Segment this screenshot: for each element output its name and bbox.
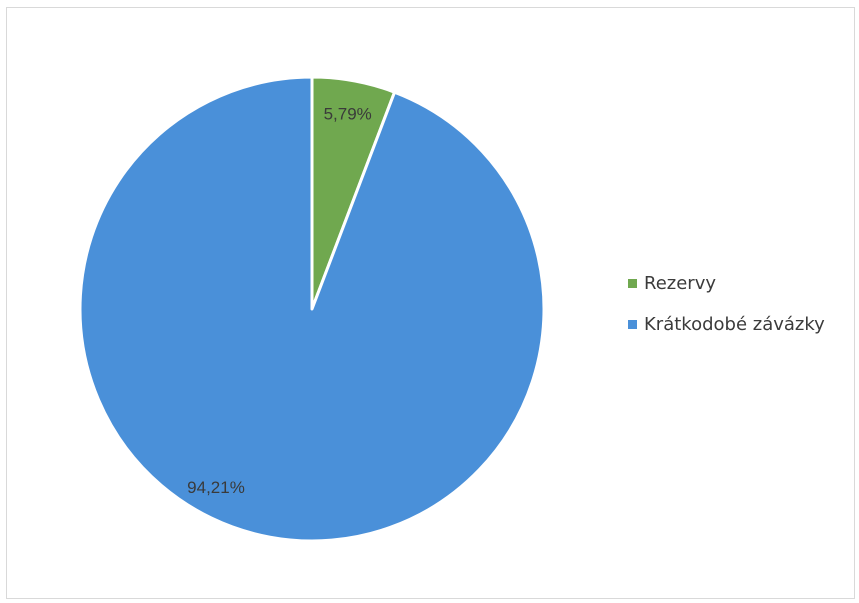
data-label-kratkodobe-zavazky: 94,21% xyxy=(187,478,245,497)
legend-swatch-rezervy xyxy=(628,278,637,288)
legend-label-rezervy: Rezervy xyxy=(644,272,716,294)
data-label-rezervy: 5,79% xyxy=(324,105,372,124)
legend-label-kratkodobe-zavazky: Krátkodobé závázky xyxy=(644,313,825,335)
pie-slice-kratkodobe-zavazky xyxy=(78,75,546,543)
legend-item-rezervy: Rezervy xyxy=(628,270,825,296)
legend: Rezervy Krátkodobé závázky xyxy=(628,270,825,352)
legend-swatch-kratkodobe-zavazky xyxy=(628,319,637,329)
legend-item-kratkodobe-zavazky: Krátkodobé závázky xyxy=(628,311,825,337)
